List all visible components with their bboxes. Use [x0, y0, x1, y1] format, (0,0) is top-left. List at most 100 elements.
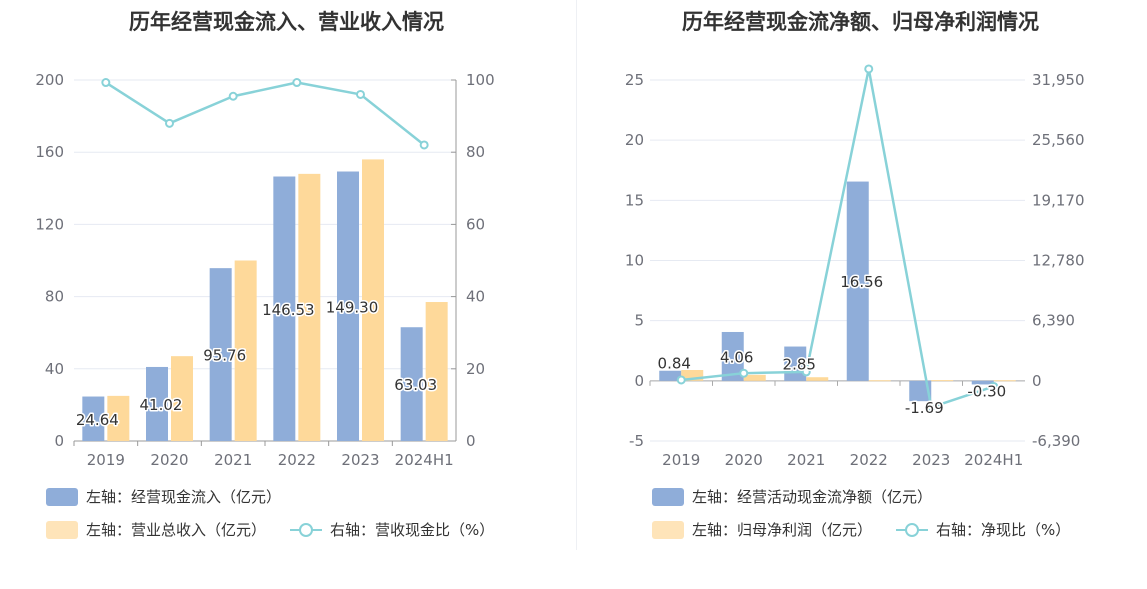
left-bar-value-label-2: 41.02 — [140, 396, 183, 414]
right-ratio-point-4 — [864, 64, 874, 74]
right-bar-value-label-1: 0.84 — [658, 355, 691, 373]
right-chart-title: 历年经营现金流净额、归母净利润情况 — [682, 10, 1039, 34]
left-ratio-line — [105, 81, 425, 146]
left-chart-plot: 0 0 40 20 80 40 120 60 160 80 200 100 2019 2020 2021 20… — [35, 71, 495, 469]
right-bar-6-primary — [971, 380, 994, 385]
legend-label-cash-inflow: 左轴：经营现金流入（亿元） — [86, 488, 282, 506]
left-left-tick-label: 80 — [45, 288, 64, 306]
right-right-tick-label: -6,390 — [1032, 432, 1080, 450]
right-ratio-point-6 — [989, 381, 999, 391]
right-category-label: 2019 — [662, 451, 700, 469]
legend-item-cash-revenue-ratio[interactable]: 右轴：营收现金比（%） — [290, 519, 494, 540]
right-left-tick-label: 20 — [625, 131, 644, 149]
right-ratio-point-3 — [801, 367, 811, 377]
legend-swatch-net-profit — [652, 520, 684, 539]
left-right-tick-label: 60 — [466, 215, 485, 233]
right-bar-6-secondary — [993, 380, 1016, 382]
right-ratio-point-5 — [926, 402, 936, 412]
left-right-tick-label: 0 — [466, 432, 476, 450]
legend-swatch-net-cash-flow — [652, 487, 684, 506]
right-chart-panel: 历年经营现金流净额、归母净利润情况 -5 -6,390 0 0 5 6,390 10 12,7… — [574, 0, 1147, 589]
right-left-tick-label: 15 — [625, 191, 644, 209]
right-bar-5-secondary — [931, 380, 954, 382]
right-left-tick-label: 25 — [625, 71, 644, 89]
right-bar-5-primary — [909, 380, 932, 402]
legend-swatch-revenue — [46, 520, 78, 539]
right-right-tick-label: 31,950 — [1032, 71, 1085, 89]
left-bar-2-secondary — [171, 356, 193, 441]
legend-label-net-cash-flow: 左轴：经营活动现金流净额（亿元） — [692, 488, 933, 506]
left-ratio-point-2 — [165, 118, 174, 128]
right-bar-2-secondary — [743, 374, 766, 381]
left-bar-3-primary — [209, 268, 232, 441]
left-chart-title: 历年经营现金流入、营业收入情况 — [129, 10, 444, 34]
left-right-tick-label: 40 — [466, 288, 485, 306]
right-bar-1-secondary — [681, 370, 704, 381]
left-category-label: 2022 — [278, 451, 316, 469]
left-left-tick-label: 0 — [54, 432, 64, 450]
left-bar-6-secondary — [425, 302, 448, 441]
left-bar-4-secondary — [298, 173, 321, 442]
right-bar-value-label-2: 4.06 — [720, 348, 753, 366]
left-legend-row-2: 左轴：营业总收入（亿元） 右轴：营收现金比（%） — [46, 519, 518, 540]
legend-label-net-cash-ratio: 右轴：净现比（%） — [936, 521, 1071, 539]
left-legend-row-1: 左轴：经营现金流入（亿元） — [46, 486, 305, 507]
right-category-label: 2023 — [912, 451, 950, 469]
right-bar-value-label-4: 16.56 — [840, 273, 883, 291]
left-ratio-point-1 — [101, 78, 111, 88]
left-ratio-point-3 — [228, 91, 238, 101]
legend-item-cash-inflow[interactable]: 左轴：经营现金流入（亿元） — [46, 486, 281, 507]
left-bar-3-secondary — [234, 260, 257, 441]
legend-item-net-profit[interactable]: 左轴：归母净利润（亿元） — [652, 519, 872, 540]
right-left-tick-label: 0 — [634, 372, 644, 390]
left-category-label: 2023 — [341, 451, 379, 469]
right-ratio-line — [681, 67, 995, 409]
panel-divider — [576, 0, 577, 550]
right-bar-1-primary — [659, 370, 682, 381]
right-bar-4-primary — [846, 181, 869, 381]
right-right-tick-label: 19,170 — [1032, 191, 1085, 209]
left-right-tick-label: 100 — [466, 71, 495, 89]
legend-item-net-cash-ratio[interactable]: 右轴：净现比（%） — [896, 519, 1070, 540]
right-category-label: 2021 — [787, 451, 825, 469]
right-chart-plot: -5 -6,390 0 0 5 6,390 10 12,780 15 19,170 20 25,560… — [625, 64, 1085, 469]
left-category-label: 2020 — [150, 451, 188, 469]
left-bar-1-secondary — [107, 395, 130, 441]
left-left-tick-label: 200 — [35, 71, 64, 89]
right-category-label: 2022 — [850, 451, 888, 469]
right-bar-value-label-5: -1.69 — [905, 399, 944, 417]
left-right-tick-label: 80 — [466, 143, 485, 161]
left-left-tick-label: 40 — [45, 360, 64, 378]
left-bar-4-primary — [273, 176, 296, 441]
right-bar-2-primary — [721, 331, 744, 381]
left-category-label: 2024H1 — [395, 451, 454, 469]
right-left-tick-label: 5 — [634, 312, 644, 330]
left-category-label: 2019 — [87, 451, 125, 469]
left-bar-2-primary — [146, 366, 168, 441]
left-bar-value-label-3: 95.76 — [203, 347, 246, 365]
legend-swatch-net-cash-ratio — [896, 521, 929, 539]
right-ratio-point-2 — [739, 368, 749, 378]
right-bar-value-label-6: -0.30 — [967, 382, 1006, 400]
right-left-tick-label: 10 — [625, 252, 644, 270]
right-legend-row-1: 左轴：经营活动现金流净额（亿元） — [652, 486, 956, 507]
right-right-tick-label: 6,390 — [1032, 312, 1075, 330]
left-left-tick-label: 160 — [35, 143, 64, 161]
legend-item-revenue[interactable]: 左轴：营业总收入（亿元） — [46, 519, 266, 540]
left-category-label: 2021 — [214, 451, 252, 469]
left-chart-panel: 历年经营现金流入、营业收入情况 0 0 40 20 80 40 120 60 160 80 200 1… — [0, 0, 573, 589]
left-left-tick-label: 120 — [35, 215, 64, 233]
left-ratio-point-6 — [419, 140, 429, 150]
left-bar-5-primary — [337, 171, 359, 442]
right-ratio-point-1 — [676, 375, 686, 385]
legend-item-net-cash-flow[interactable]: 左轴：经营活动现金流净额（亿元） — [652, 486, 932, 507]
legend-label-revenue: 左轴：营业总收入（亿元） — [86, 521, 267, 539]
legend-label-net-profit: 左轴：归母净利润（亿元） — [692, 521, 873, 539]
left-right-tick-label: 20 — [466, 360, 485, 378]
left-ratio-point-5 — [356, 89, 365, 99]
left-bar-value-label-6: 63.03 — [394, 376, 437, 394]
right-category-label: 2024H1 — [964, 451, 1023, 469]
left-ratio-point-4 — [292, 78, 302, 88]
left-bar-1-primary — [82, 396, 105, 441]
legend-swatch-cash-revenue-ratio — [290, 521, 323, 539]
